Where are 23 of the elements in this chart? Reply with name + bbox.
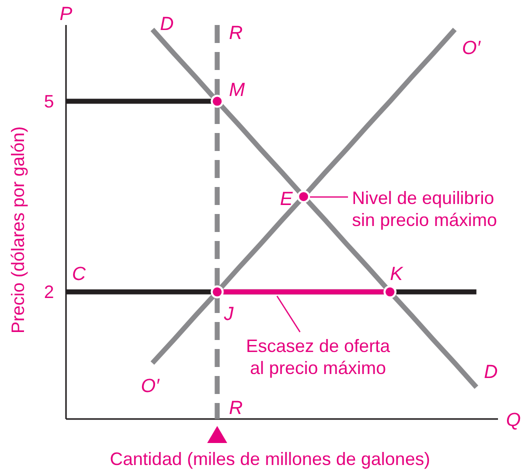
text: Q (506, 410, 521, 431)
annotation: R (229, 398, 243, 419)
annotation: Nivel de equilibrio sin precio máximo (352, 188, 498, 230)
annotation: E (280, 189, 293, 210)
point (297, 190, 310, 204)
annotation: D (160, 14, 174, 35)
annotation: K (390, 264, 404, 285)
annotation: O′ (140, 376, 161, 397)
annotation: P (60, 4, 73, 25)
annotation: J (223, 304, 234, 325)
annotation: Escasez de oferta al precio máximo (246, 336, 392, 378)
point (210, 94, 224, 108)
point (384, 285, 396, 298)
y-tick-label: 2 (44, 282, 54, 302)
annotation: R (229, 23, 243, 44)
x-axis-title: Cantidad (miles de millones de galones) (110, 449, 430, 469)
annotation: O′ (462, 38, 482, 59)
annotation: D (484, 362, 498, 383)
point (210, 285, 224, 298)
annotation: C (72, 264, 86, 285)
y-axis-title: Precio (dólares por galón) (8, 126, 28, 334)
y-tick-label: 5 (44, 92, 54, 112)
annotation: M (229, 80, 245, 101)
